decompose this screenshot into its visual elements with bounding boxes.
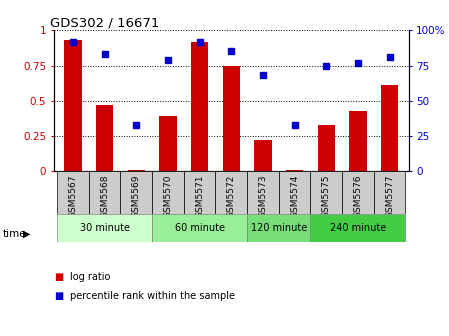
Text: GSM5574: GSM5574: [290, 175, 299, 218]
Text: ■: ■: [54, 272, 63, 282]
Text: 30 minute: 30 minute: [79, 223, 130, 233]
Bar: [286, 170, 303, 171]
Text: GDS302 / 16671: GDS302 / 16671: [50, 16, 160, 29]
Bar: [223, 66, 240, 171]
Bar: [89, 171, 120, 214]
Text: GSM5573: GSM5573: [259, 175, 268, 218]
Bar: [310, 214, 405, 242]
Text: GSM5575: GSM5575: [322, 175, 331, 218]
Text: ▶: ▶: [23, 228, 31, 239]
Text: percentile rank within the sample: percentile rank within the sample: [70, 291, 234, 301]
Text: GSM5576: GSM5576: [353, 175, 362, 218]
Text: GSM5571: GSM5571: [195, 175, 204, 218]
Bar: [120, 171, 152, 214]
Bar: [247, 171, 279, 214]
Bar: [57, 171, 89, 214]
Text: ■: ■: [54, 291, 63, 301]
Text: time: time: [2, 228, 26, 239]
Bar: [152, 214, 247, 242]
Text: 120 minute: 120 minute: [251, 223, 307, 233]
Bar: [349, 111, 367, 171]
Bar: [152, 171, 184, 214]
Bar: [191, 42, 208, 171]
Bar: [342, 171, 374, 214]
Bar: [374, 171, 405, 214]
Bar: [310, 171, 342, 214]
Bar: [317, 125, 335, 171]
Text: log ratio: log ratio: [70, 272, 110, 282]
Text: GSM5572: GSM5572: [227, 175, 236, 218]
Bar: [57, 214, 152, 242]
Text: GSM5568: GSM5568: [100, 175, 109, 218]
Bar: [128, 170, 145, 171]
Bar: [279, 171, 310, 214]
Bar: [381, 85, 398, 171]
Text: GSM5567: GSM5567: [68, 175, 77, 218]
Bar: [64, 40, 82, 171]
Bar: [96, 105, 113, 171]
Text: GSM5570: GSM5570: [163, 175, 172, 218]
Text: GSM5569: GSM5569: [132, 175, 141, 218]
Bar: [247, 214, 310, 242]
Text: GSM5577: GSM5577: [385, 175, 394, 218]
Bar: [254, 140, 272, 171]
Bar: [216, 171, 247, 214]
Bar: [184, 171, 216, 214]
Bar: [159, 116, 176, 171]
Text: 60 minute: 60 minute: [175, 223, 224, 233]
Text: 240 minute: 240 minute: [330, 223, 386, 233]
